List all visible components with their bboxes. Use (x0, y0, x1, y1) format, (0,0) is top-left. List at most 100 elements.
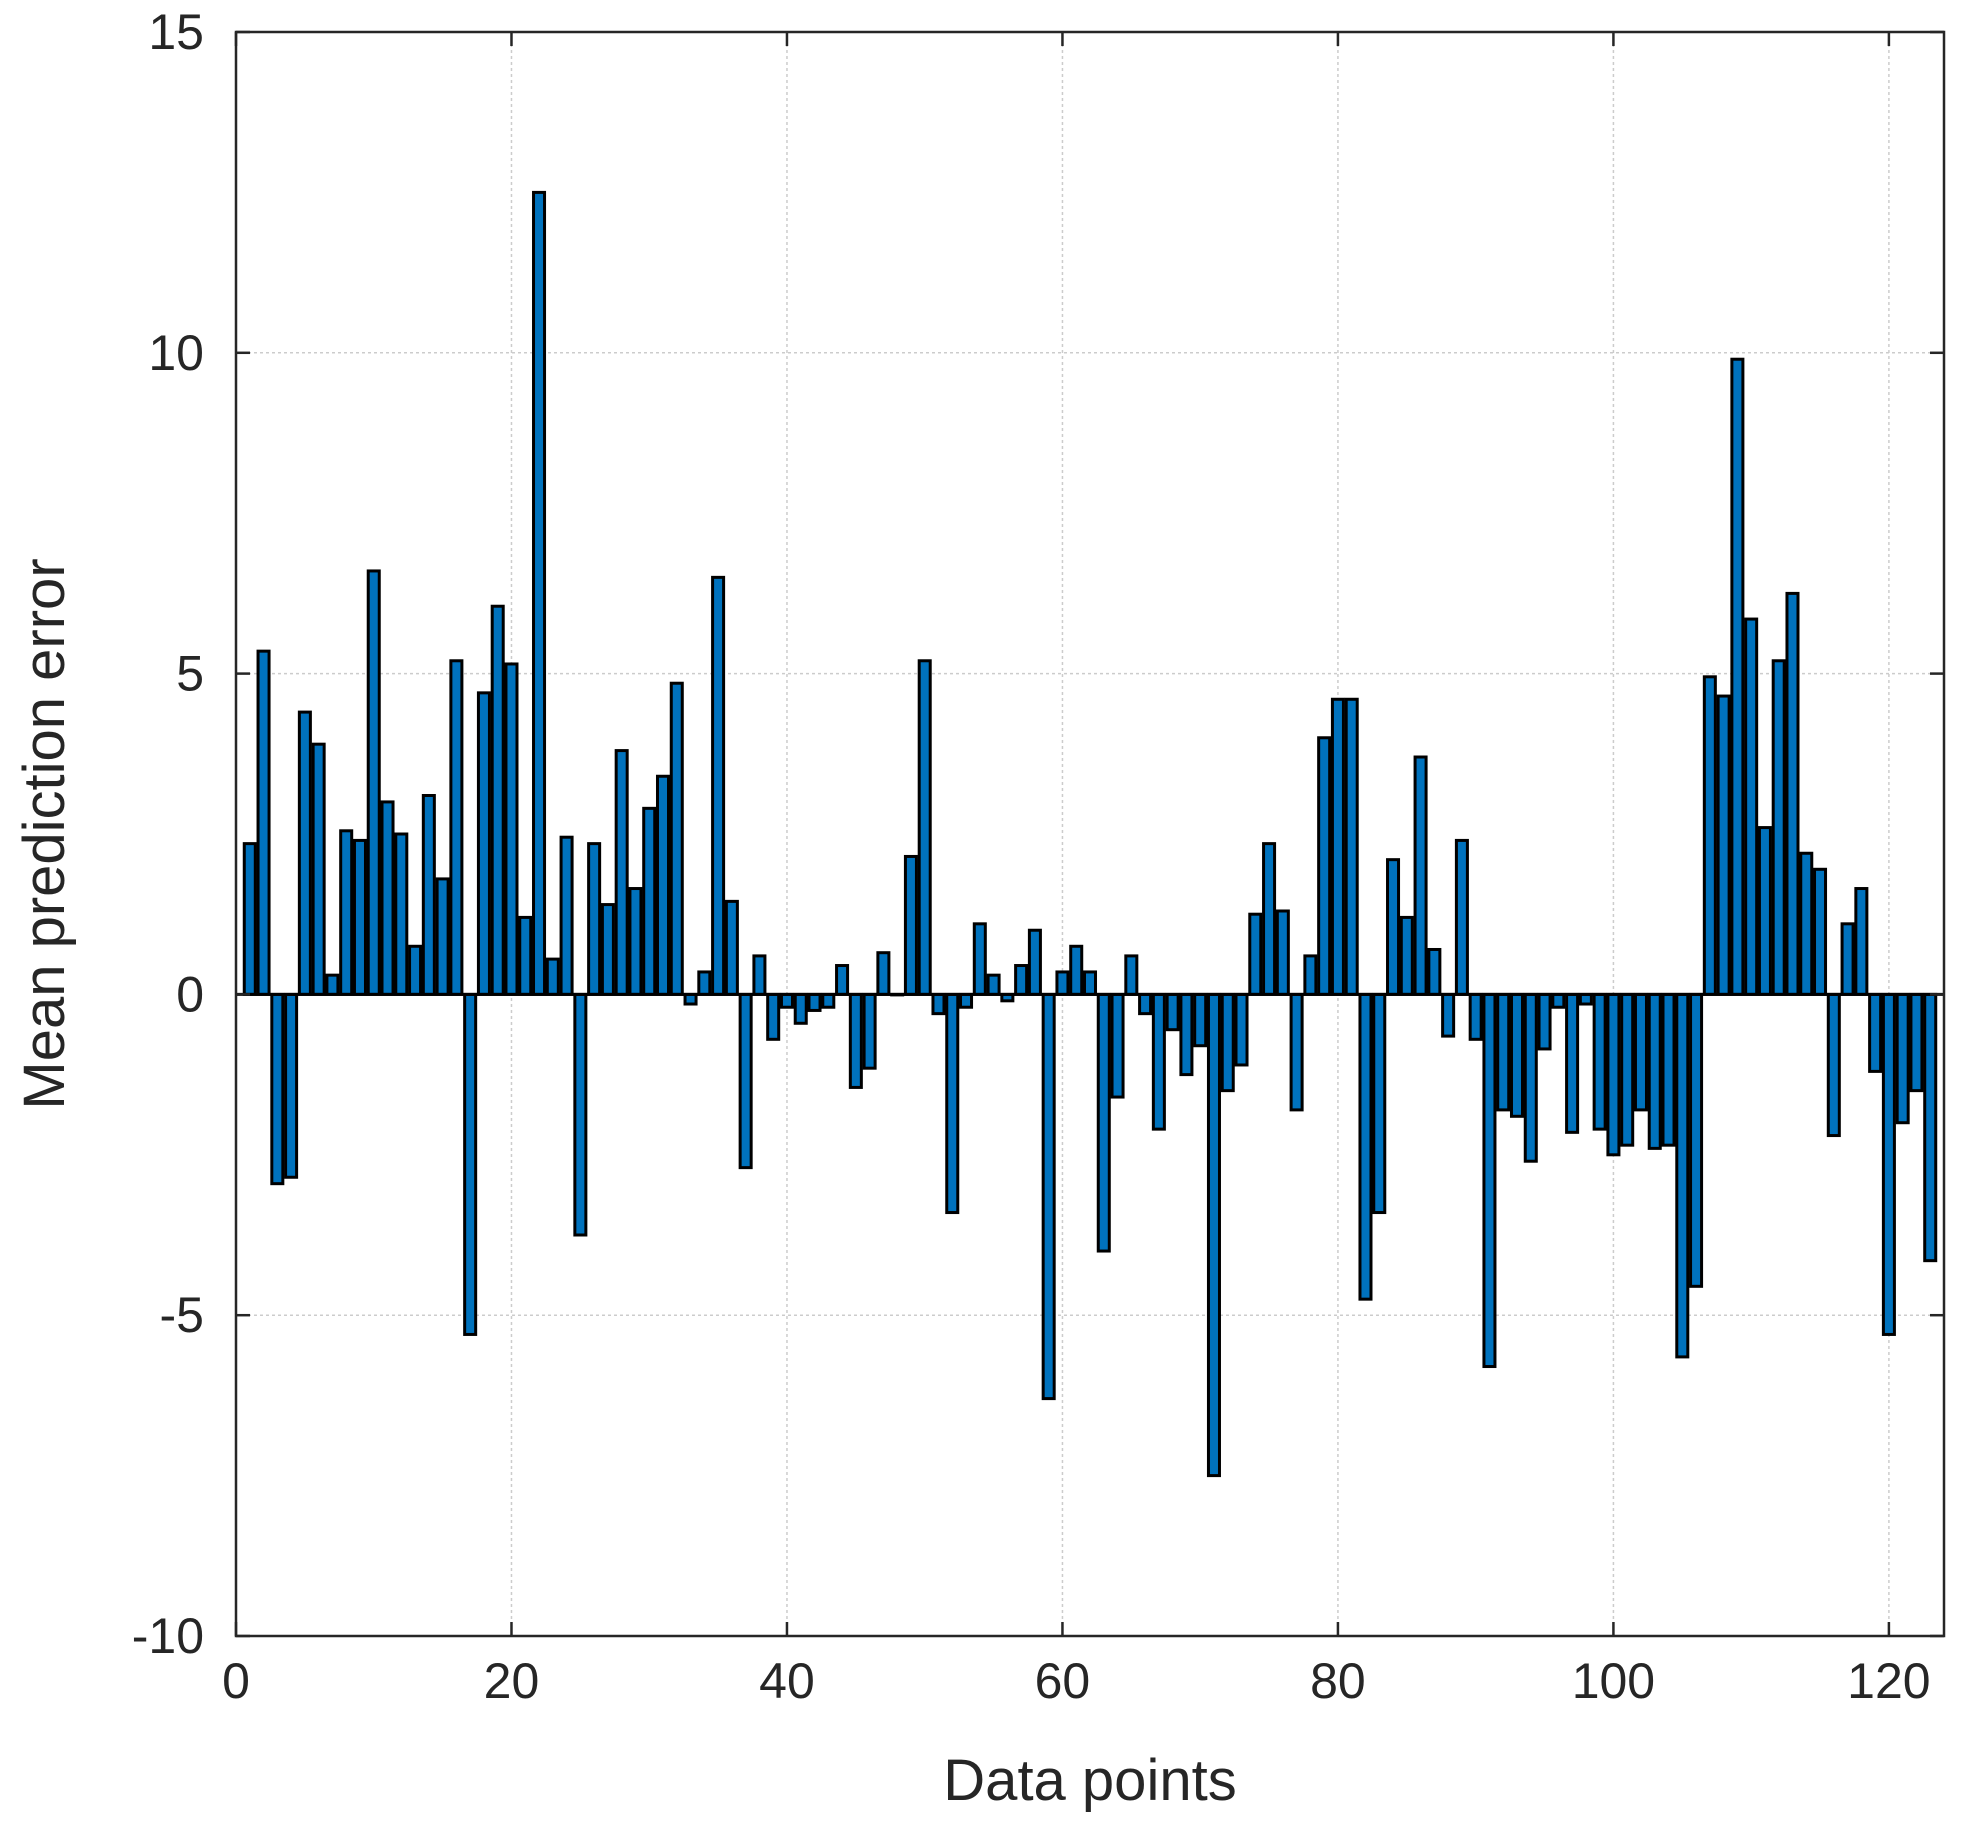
bar (1840, 922, 1855, 996)
bar (463, 992, 478, 1336)
y-tick-label: 0 (176, 966, 204, 1022)
bar (1220, 992, 1235, 1093)
bar (532, 190, 547, 996)
bar (986, 973, 1001, 996)
bar (1441, 992, 1456, 1038)
bar (1372, 992, 1387, 1215)
bar (917, 659, 932, 996)
bar (1744, 617, 1759, 996)
bar (1138, 992, 1153, 1016)
bar (1248, 912, 1263, 996)
bar (1151, 992, 1166, 1131)
bar (1179, 992, 1194, 1077)
y-tick-label: -10 (132, 1608, 204, 1664)
bar (876, 951, 891, 996)
bar (1096, 992, 1111, 1253)
bar (766, 992, 781, 1041)
bar (1330, 697, 1345, 996)
bar (545, 957, 560, 996)
bar (835, 964, 850, 996)
x-tick-label: 40 (759, 1653, 815, 1709)
bar (642, 806, 657, 996)
bar (1509, 992, 1525, 1118)
x-tick-label: 100 (1572, 1653, 1655, 1709)
bar (614, 749, 629, 996)
bar (628, 887, 643, 996)
bar (655, 774, 671, 996)
plot-frame (234, 30, 1946, 1638)
bar (807, 992, 822, 1012)
bar (270, 992, 285, 1186)
bar (1344, 697, 1359, 996)
bar (1854, 887, 1869, 996)
plot-background (236, 32, 1944, 1636)
x-tick-label: 0 (222, 1653, 250, 1709)
bar (1358, 992, 1373, 1301)
bar (339, 829, 354, 996)
bar (504, 662, 519, 996)
bar (1262, 842, 1277, 996)
bar (435, 877, 450, 996)
bar (284, 992, 299, 1179)
bar (1303, 954, 1318, 996)
bar (587, 842, 602, 996)
bar (1785, 591, 1800, 996)
bar (421, 794, 436, 996)
x-tick-label: 120 (1847, 1653, 1930, 1709)
bar (903, 854, 918, 996)
bar (1689, 992, 1704, 1288)
bar (972, 922, 987, 996)
bar (1454, 838, 1469, 996)
bar (476, 691, 491, 996)
bar (1014, 964, 1029, 996)
bar (1206, 992, 1221, 1478)
bar (573, 992, 588, 1237)
bar (1027, 928, 1042, 996)
bar (1165, 992, 1180, 1032)
x-tick-label: 20 (484, 1653, 540, 1709)
bar (1496, 992, 1511, 1112)
bar (697, 970, 712, 996)
bar (1468, 992, 1483, 1041)
bar (242, 842, 257, 996)
bar (821, 992, 836, 1009)
bar (862, 992, 877, 1070)
bar (1702, 675, 1717, 996)
bar (408, 944, 423, 996)
bar (297, 710, 312, 996)
bar (1592, 992, 1607, 1131)
bar (752, 954, 767, 996)
bar (1551, 992, 1566, 1009)
bar (1620, 992, 1635, 1147)
bar (1069, 944, 1084, 996)
bar (738, 992, 753, 1170)
bar (848, 992, 863, 1089)
bar (1386, 858, 1401, 996)
y-axis-label: Mean prediction error (12, 558, 77, 1109)
bar (1606, 992, 1621, 1157)
bar (1799, 851, 1814, 996)
bar (1317, 736, 1332, 996)
y-tick-label: -5 (160, 1287, 204, 1343)
bar (1482, 992, 1497, 1369)
bar (449, 659, 464, 996)
bar (311, 742, 326, 996)
bar (945, 992, 960, 1215)
bar (1661, 992, 1676, 1147)
bar (1895, 992, 1910, 1125)
bar (1909, 992, 1924, 1093)
bar (711, 575, 726, 996)
bar (1110, 992, 1125, 1099)
bar (1923, 992, 1938, 1263)
bar (380, 800, 395, 996)
x-tick-labels: 0 20 40 60 80 100 120 (222, 1653, 1931, 1709)
bar (1275, 909, 1290, 996)
x-tick-label: 60 (1035, 1653, 1091, 1709)
bar (1413, 755, 1428, 996)
bar (394, 832, 409, 996)
x-tick-label: 80 (1310, 1653, 1366, 1709)
bar (1537, 992, 1552, 1051)
bar (931, 992, 946, 1016)
bar (1055, 970, 1070, 996)
bar (366, 569, 381, 996)
